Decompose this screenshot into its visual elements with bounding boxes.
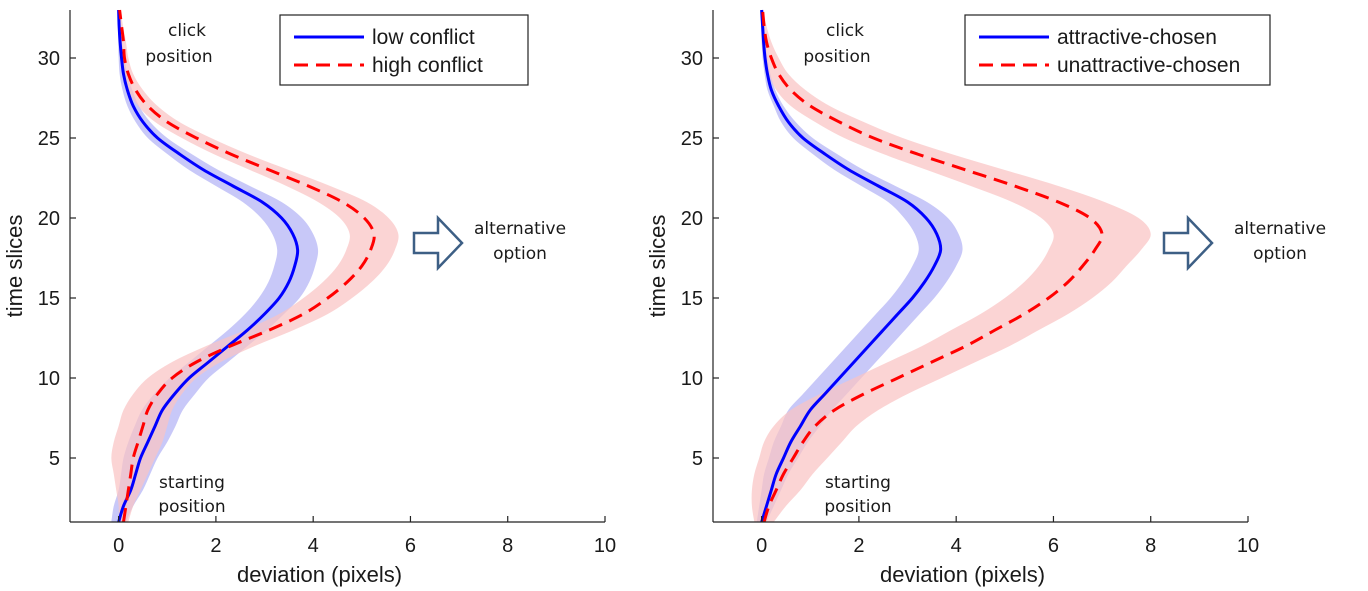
- y-tick-label: 25: [38, 128, 60, 150]
- x-tick-label: 2: [210, 535, 221, 557]
- x-tick-label: 10: [594, 535, 616, 557]
- x-tick-label: 4: [951, 535, 962, 557]
- y-tick-label: 15: [681, 288, 703, 310]
- confidence-band-2: [111, 10, 399, 522]
- y-tick-label: 10: [38, 368, 60, 390]
- y-axis-title: time slices: [2, 215, 27, 318]
- x-tick-label: 2: [853, 535, 864, 557]
- x-tick-label: 10: [1237, 535, 1259, 557]
- annotation-starting: starting: [159, 473, 225, 493]
- annotation-option: option: [493, 244, 547, 264]
- series-line-1: [760, 9, 943, 523]
- y-tick-label: 20: [38, 208, 60, 230]
- annotation-position-bottom: position: [824, 497, 891, 517]
- y-tick-label: 30: [681, 48, 703, 70]
- y-tick-label: 20: [681, 208, 703, 230]
- annotation-starting: starting: [825, 473, 891, 493]
- annotation-click: click: [826, 21, 864, 41]
- y-tick-label: 15: [38, 288, 60, 310]
- legend-box: [279, 14, 529, 86]
- x-tick-label: 8: [502, 535, 513, 557]
- series-line-2: [761, 9, 1104, 523]
- legend: attractive-chosen unattractive-chosen: [964, 14, 1271, 86]
- confidence-band-1: [756, 10, 963, 522]
- y-tick-label: 10: [681, 368, 703, 390]
- arrow-right-icon: [1162, 214, 1214, 272]
- legend: low conflict high conflict: [279, 14, 529, 86]
- x-axis-title: deviation (pixels): [880, 562, 1045, 587]
- y-tick-label: 5: [49, 448, 60, 470]
- x-tick-label: 0: [113, 535, 124, 557]
- y-axis-title: time slices: [645, 215, 670, 318]
- annotation-option: option: [1253, 244, 1307, 264]
- series-line-1: [117, 9, 300, 523]
- confidence-band-2: [751, 10, 1151, 522]
- chart-panel-2: 0 2 4 6 8 10 5 10 15 20 25 30 deviation (pixels) time…: [645, 9, 1326, 587]
- chart-panel-1: 0 2 4 6 8 10 5 10 15 20 25 30 deviation (pixels) time…: [2, 9, 616, 587]
- y-tick-label: 25: [681, 128, 703, 150]
- x-tick-label: 0: [756, 535, 767, 557]
- legend-box: [964, 14, 1271, 86]
- annotation-alternative: alternative: [474, 219, 566, 239]
- annotation-position-top: position: [145, 47, 212, 67]
- x-tick-label: 8: [1145, 535, 1156, 557]
- x-tick-label: 6: [405, 535, 416, 557]
- annotation-click: click: [168, 21, 206, 41]
- legend-label-2: unattractive-chosen: [1057, 54, 1240, 77]
- legend-label-1: low conflict: [372, 26, 475, 49]
- legend-label-2: high conflict: [372, 54, 483, 77]
- y-tick-label: 30: [38, 48, 60, 70]
- annotation-position-top: position: [803, 47, 870, 67]
- legend-label-1: attractive-chosen: [1057, 26, 1217, 49]
- x-tick-label: 4: [308, 535, 319, 557]
- x-tick-label: 6: [1048, 535, 1059, 557]
- arrow-right-icon: [412, 214, 464, 272]
- annotation-alternative: alternative: [1234, 219, 1326, 239]
- x-axis-title: deviation (pixels): [237, 562, 402, 587]
- annotation-position-bottom: position: [158, 497, 225, 517]
- y-tick-label: 5: [692, 448, 703, 470]
- series-line-2: [118, 9, 376, 523]
